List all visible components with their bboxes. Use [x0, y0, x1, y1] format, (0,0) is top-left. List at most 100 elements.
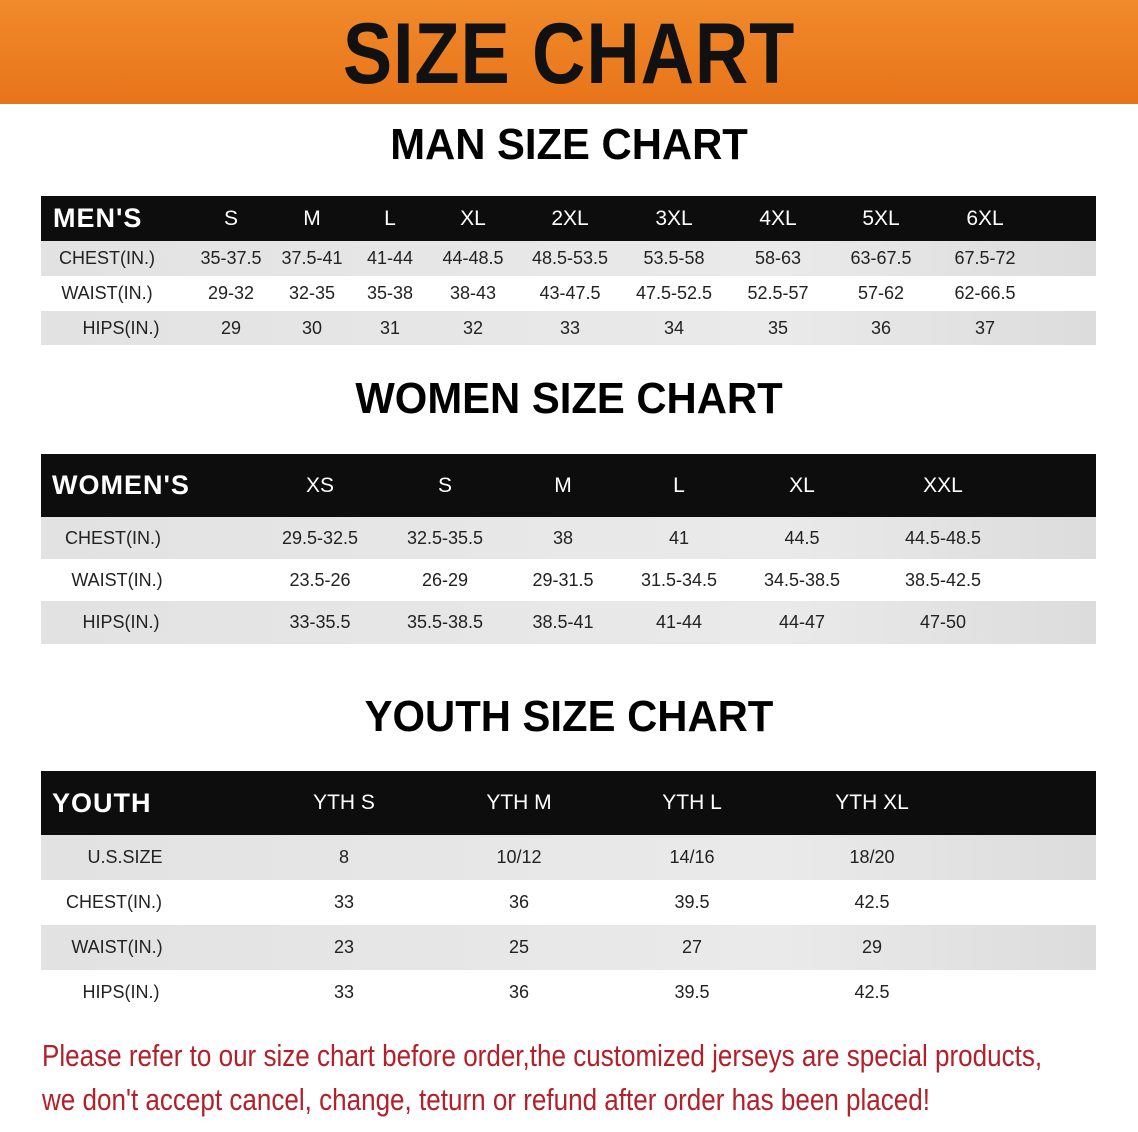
size-header: S — [223, 206, 239, 230]
table-cell: 23.5-26 — [289, 569, 351, 590]
table-row: HIPS(IN.) 29 30 31 32 33 34 35 36 37 — [41, 311, 1096, 345]
table-cell: 41-44 — [366, 248, 414, 268]
table-cell: 44.5-48.5 — [904, 527, 982, 548]
table-cell: 25 — [508, 937, 530, 957]
youth-header-label: YOUTH — [52, 787, 152, 818]
size-header: 4XL — [759, 206, 797, 230]
table-cell: 34 — [663, 317, 685, 338]
table-cell: 35-37.5 — [200, 248, 262, 268]
table-cell: 35 — [767, 317, 789, 338]
table-cell: 10/12 — [496, 847, 542, 867]
note-line-2: we don't accept cancel, change, teturn o… — [42, 1082, 931, 1117]
measurement-label: CHEST(IN.) — [59, 248, 155, 268]
table-cell: 33 — [333, 892, 355, 912]
measurement-label: WAIST(IN.) — [61, 283, 153, 303]
men-size-table: MEN'S S M L XL 2XL 3XL 4XL 5XL 6XL CHEST(IN.) 35-37… — [41, 196, 1096, 345]
size-header: 6XL — [966, 206, 1004, 230]
table-cell: 38-43 — [449, 283, 497, 303]
measurement-label: HIPS(IN.) — [82, 612, 160, 632]
table-row: HIPS(IN.) 33 36 39.5 42.5 — [41, 970, 1096, 1015]
table-row: CHEST(IN.) 29.5-32.5 32.5-35.5 38 41 44.5 44.5… — [41, 517, 1096, 559]
table-cell: 43-47.5 — [539, 283, 601, 303]
youth-header-row: YOUTH YTH S YTH M YTH L YTH XL — [41, 771, 1096, 835]
table-row: U.S.SIZE 8 10/12 14/16 18/20 — [41, 835, 1096, 880]
size-header: XL — [789, 473, 815, 497]
table-cell: 53.5-58 — [643, 248, 705, 268]
measurement-label: CHEST(IN.) — [66, 892, 162, 912]
table-cell: 32 — [462, 317, 484, 338]
table-row: WAIST(IN.) 23 25 27 29 — [41, 925, 1096, 970]
table-cell: 31.5-34.5 — [640, 569, 718, 590]
table-cell: 14/16 — [669, 847, 715, 867]
table-cell: 36 — [508, 982, 530, 1002]
table-cell: 44-47 — [778, 612, 826, 632]
women-section-title: WOMEN SIZE CHART — [355, 374, 783, 423]
table-cell: 26-29 — [421, 569, 469, 590]
measurement-label: HIPS(IN.) — [82, 317, 160, 338]
size-header: L — [673, 473, 685, 497]
table-cell: 27 — [681, 937, 703, 957]
table-cell: 31 — [379, 317, 401, 338]
table-row: WAIST(IN.) 23.5-26 26-29 29-31.5 31.5-34.5 34… — [41, 559, 1096, 601]
table-cell: 58-63 — [754, 248, 802, 268]
table-cell: 30 — [301, 317, 323, 338]
men-header-row: MEN'S S M L XL 2XL 3XL 4XL 5XL 6XL — [41, 196, 1096, 241]
men-section-title: MAN SIZE CHART — [390, 120, 748, 169]
size-header: YTH XL — [835, 791, 909, 814]
table-cell: 33 — [559, 317, 581, 338]
table-cell: 29.5-32.5 — [281, 527, 359, 548]
table-cell: 37 — [974, 317, 996, 338]
size-header: S — [437, 473, 453, 497]
women-size-table: WOMEN'S XS S M L XL XXL CHEST(IN.) 29.5-32.5 32.5… — [41, 454, 1096, 644]
table-cell: 52.5-57 — [747, 283, 809, 303]
youth-section-title: YOUTH SIZE CHART — [364, 692, 774, 741]
size-header: YTH M — [486, 791, 552, 814]
table-row: HIPS(IN.) 33-35.5 35.5-38.5 38.5-41 41-44 44-… — [41, 601, 1096, 644]
table-cell: 42.5 — [854, 892, 890, 912]
youth-size-table: YOUTH YTH S YTH M YTH L YTH XL U.S.SIZE 8 10/12… — [41, 771, 1096, 1015]
size-header: M — [554, 473, 572, 497]
table-cell: 39.5 — [674, 982, 710, 1002]
size-header: XXL — [923, 473, 963, 497]
table-cell: 33 — [333, 982, 355, 1002]
table-cell: 47.5-52.5 — [635, 283, 713, 303]
table-cell: 32.5-35.5 — [406, 527, 484, 548]
table-cell: 23 — [333, 937, 355, 957]
size-header: 2XL — [551, 206, 589, 230]
table-cell: 35-38 — [366, 283, 414, 303]
table-cell: 62-66.5 — [954, 283, 1016, 303]
table-cell: 29 — [220, 317, 242, 338]
table-cell: 44.5 — [784, 527, 820, 548]
table-row: WAIST(IN.) 29-32 32-35 35-38 38-43 43-47.5 47.… — [41, 276, 1096, 311]
table-cell: 37.5-41 — [281, 248, 343, 268]
size-header: YTH L — [662, 791, 722, 814]
size-header: L — [384, 206, 396, 230]
table-cell: 67.5-72 — [954, 248, 1016, 268]
table-cell: 63-67.5 — [850, 248, 912, 268]
table-cell: 38.5-41 — [532, 612, 594, 632]
table-cell: 48.5-53.5 — [531, 248, 609, 268]
table-cell: 34.5-38.5 — [763, 569, 841, 590]
table-cell: 38 — [552, 527, 574, 548]
size-header: YTH S — [313, 791, 375, 814]
table-cell: 35.5-38.5 — [406, 612, 484, 632]
table-cell: 36 — [508, 892, 530, 912]
table-cell: 29-31.5 — [532, 569, 594, 590]
table-cell: 33-35.5 — [289, 612, 351, 632]
measurement-label: U.S.SIZE — [87, 847, 163, 867]
table-row: CHEST(IN.) 33 36 39.5 42.5 — [41, 880, 1096, 925]
size-header: XS — [305, 473, 335, 497]
table-cell: 39.5 — [674, 892, 710, 912]
size-header: XL — [460, 206, 486, 230]
table-cell: 18/20 — [849, 847, 895, 867]
women-header-row: WOMEN'S XS S M L XL XXL — [41, 454, 1096, 517]
table-cell: 44-48.5 — [442, 248, 504, 268]
table-cell: 47-50 — [919, 612, 967, 632]
table-cell: 41-44 — [655, 612, 703, 632]
page-title: SIZE CHART — [342, 6, 796, 102]
women-header-label: WOMEN'S — [52, 470, 190, 500]
table-cell: 32-35 — [288, 283, 336, 303]
table-cell: 57-62 — [857, 283, 905, 303]
title-banner: SIZE CHART — [0, 0, 1138, 104]
table-cell: 36 — [870, 317, 892, 338]
